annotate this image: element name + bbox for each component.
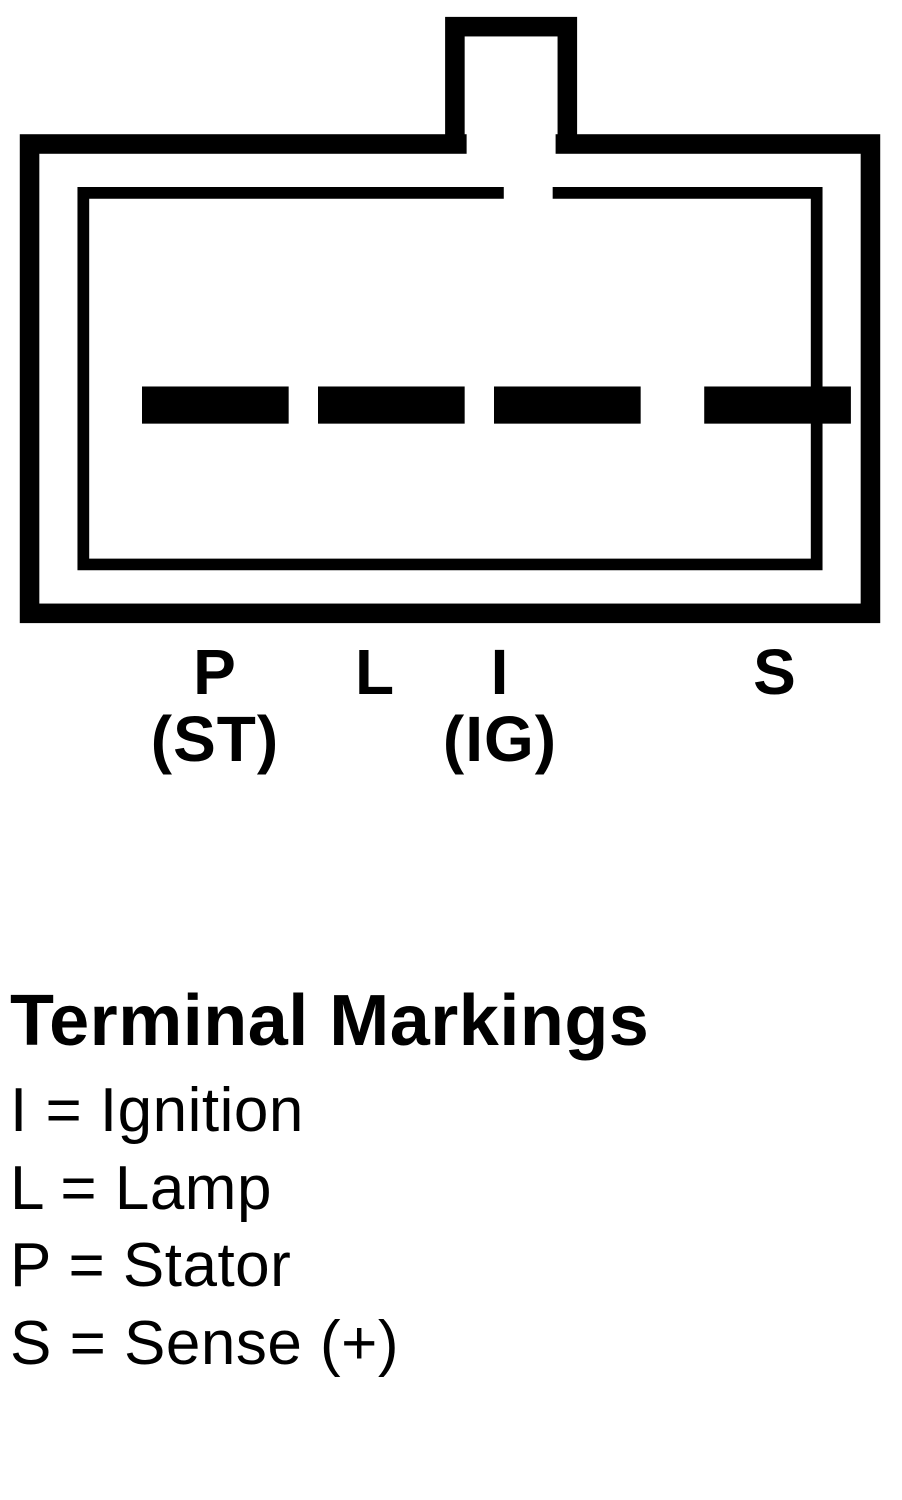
tab-opening (467, 132, 556, 157)
legend-item-s: S = Sense (+) (10, 1305, 880, 1383)
pin-label-s: S (720, 640, 830, 774)
terminal-markings-legend: Terminal Markings I = Ignition L = Lamp … (10, 980, 880, 1382)
legend-item-p: P = Stator (10, 1227, 880, 1305)
legend-title: Terminal Markings (10, 980, 880, 1062)
pin-labels: P (ST) L I (IG) S (10, 640, 890, 774)
legend-item-l: L = Lamp (10, 1150, 880, 1228)
pin-label-l-primary: L (355, 640, 395, 704)
pin-label-i-primary: I (491, 640, 510, 704)
pin-p (142, 386, 289, 423)
connector-diagram (10, 0, 890, 640)
pin-label-s-primary: S (753, 640, 797, 704)
legend-item-i: I = Ignition (10, 1072, 880, 1150)
pin-label-l: L (320, 640, 430, 774)
pin-s (704, 386, 851, 423)
pin-label-i-alt: (IG) (443, 704, 557, 774)
pin-label-p: P (ST) (140, 640, 290, 774)
pin-label-i: I (IG) (430, 640, 570, 774)
pin-label-p-alt: (ST) (151, 704, 279, 774)
pin-i (494, 386, 641, 423)
pin-l (318, 386, 465, 423)
connector-outer (30, 144, 871, 613)
pin-label-p-primary: P (193, 640, 237, 704)
